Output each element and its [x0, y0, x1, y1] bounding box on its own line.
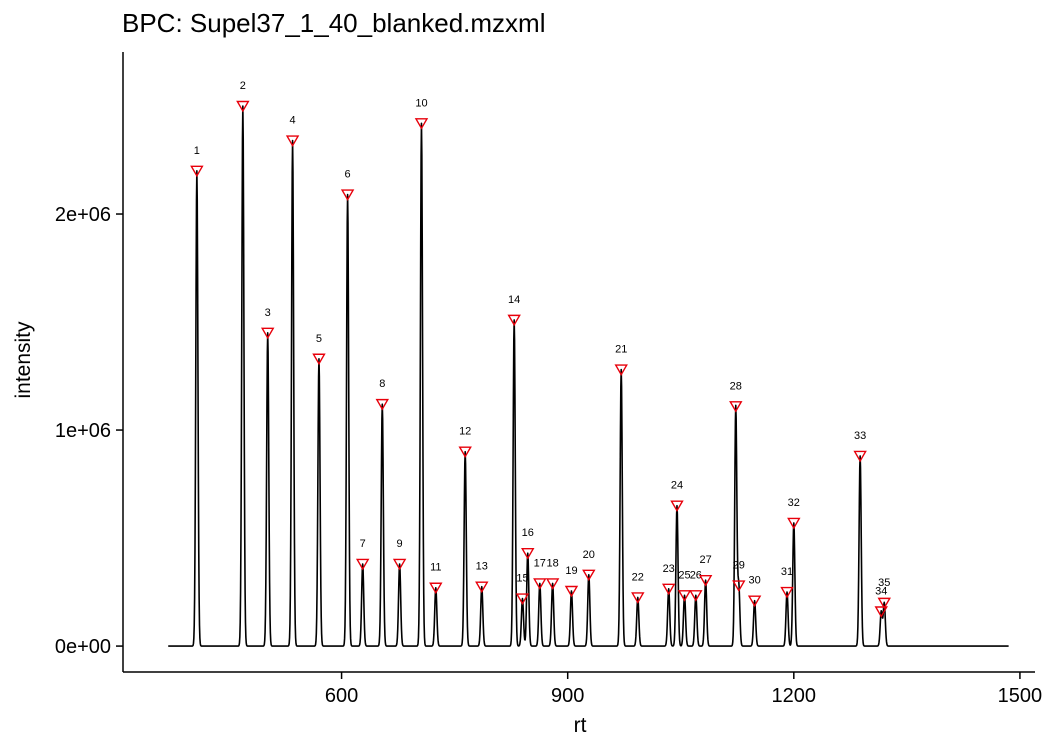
peak-marker	[392, 558, 407, 571]
peak-label: 4	[290, 115, 296, 127]
peak-label: 27	[699, 554, 711, 566]
peak-marker	[689, 590, 703, 602]
peak-label: 19	[565, 565, 577, 577]
peak-label: 18	[546, 557, 558, 569]
peak-label: 2	[240, 80, 246, 92]
peak-label: 10	[415, 97, 427, 109]
peak-label: 15	[516, 573, 528, 585]
y-tick-label: 2e+06	[55, 204, 111, 226]
peak-marker	[582, 569, 596, 582]
peak-label: 17	[534, 557, 546, 569]
peak-label: 14	[508, 294, 520, 306]
peak-marker	[564, 585, 579, 598]
peak-label: 31	[781, 566, 793, 578]
peak-label: 28	[730, 380, 742, 392]
peak-label: 6	[345, 169, 351, 181]
axes: 600 900 1200 1500 0e+00 1e+06 2e+06	[55, 52, 1042, 707]
peak-marker	[375, 398, 389, 411]
peak-label: 25	[678, 569, 690, 581]
peak-marker	[429, 582, 443, 595]
peak-label: 23	[663, 563, 675, 575]
peak-marker	[285, 135, 300, 147]
x-tick-label: 1200	[772, 685, 817, 707]
peak-label: 3	[265, 307, 271, 319]
peak-label: 26	[690, 569, 702, 581]
peak-label: 9	[397, 538, 403, 550]
peak-label: 12	[459, 426, 471, 438]
peak-label: 29	[733, 560, 745, 572]
peak-marker	[260, 327, 275, 340]
peak-label: 35	[878, 577, 890, 589]
peak-marker	[515, 593, 530, 605]
peak-marker	[545, 578, 560, 590]
peak-label: 22	[632, 571, 644, 583]
peak-label: 21	[615, 344, 627, 356]
peak-marker	[747, 595, 762, 608]
peak-marker	[698, 574, 713, 587]
x-tick-label: 600	[325, 685, 358, 707]
peak-marker	[780, 586, 794, 599]
y-tick-label: 1e+06	[55, 420, 111, 442]
peak-marker	[312, 353, 326, 366]
peak-marker	[670, 500, 684, 513]
peak-label: 24	[671, 480, 683, 492]
peak-label: 5	[316, 333, 322, 345]
x-tick-label: 1500	[998, 685, 1043, 707]
peak-label: 11	[430, 562, 441, 574]
peak-marker	[507, 314, 521, 327]
peak-label: 33	[854, 430, 866, 442]
peak-label: 30	[748, 575, 760, 587]
peak-marker	[874, 606, 888, 618]
peak-marker	[340, 189, 355, 201]
peak-marker	[732, 580, 746, 592]
peak-marker	[414, 118, 429, 130]
peak-marker	[533, 578, 547, 590]
peak-marker	[877, 597, 891, 610]
peak-label: 7	[360, 538, 366, 550]
peak-marker	[614, 364, 628, 376]
peak-marker	[521, 547, 535, 560]
peak-marker	[631, 592, 645, 604]
peak-label: 16	[522, 527, 534, 539]
y-tick-label: 0e+00	[55, 636, 111, 658]
peak-label: 32	[788, 497, 800, 509]
peak-marker	[458, 446, 472, 459]
y-axis-title: intensity	[12, 321, 35, 399]
peak-marker	[729, 401, 743, 413]
peak-label: 34	[875, 586, 887, 598]
peak-label: 8	[379, 378, 385, 390]
peak-marker	[236, 100, 250, 113]
x-tick-label: 900	[551, 685, 584, 707]
peak-marker	[355, 558, 370, 571]
peak-marker	[787, 517, 801, 530]
bpc-trace-line	[167, 105, 1010, 647]
peak-marker	[475, 581, 489, 594]
peak-marker	[190, 165, 204, 178]
peak-label: 20	[583, 549, 595, 561]
peak-label: 13	[476, 561, 488, 573]
peak-marker	[677, 590, 692, 602]
peak-marker	[661, 583, 676, 596]
peak-label: 1	[194, 145, 200, 157]
peak-marker	[853, 450, 867, 463]
x-axis-title: rt	[574, 714, 587, 737]
chart-title: BPC: Supel37_1_40_blanked.mzxml	[122, 8, 545, 38]
